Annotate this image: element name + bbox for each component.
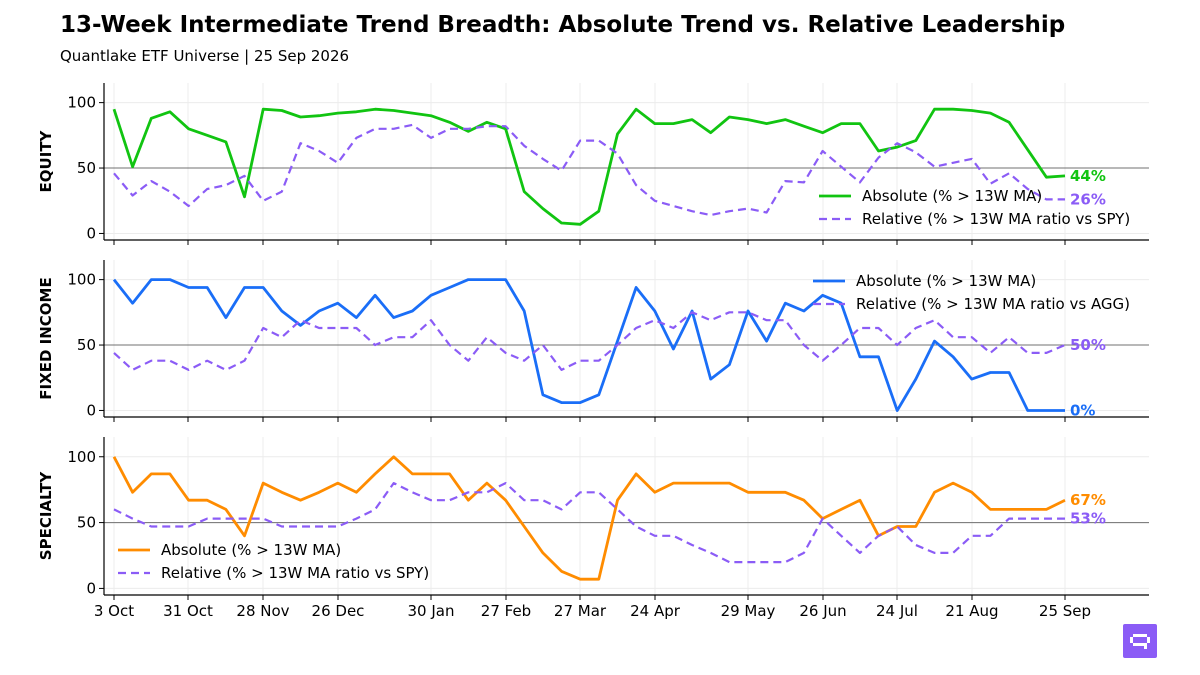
x-tick-label: 26 Dec — [312, 602, 365, 620]
panel-equity: 0 50 100 EQUITY 44% 26% Absolute (% > 13W MA) R… — [37, 83, 1149, 245]
panel-label: SPECIALTY — [37, 471, 55, 561]
end-value-label: 0% — [1070, 401, 1095, 419]
x-tick-label: 28 Nov — [236, 602, 289, 620]
x-tick-label: 3 Oct — [94, 602, 134, 620]
x-tick-label: 24 Apr — [630, 602, 681, 620]
legend-label: Relative (% > 13W MA ratio vs SPY) — [161, 564, 429, 582]
y-tick-label: 50 — [77, 514, 96, 532]
chart-title: 13-Week Intermediate Trend Breadth: Abso… — [60, 12, 1066, 38]
y-tick-label: 50 — [77, 336, 96, 354]
x-tick-label: 29 May — [721, 602, 776, 620]
panel-label: EQUITY — [37, 129, 55, 192]
series-line — [113, 482, 1065, 564]
x-tick-label: 27 Mar — [554, 602, 607, 620]
y-tick-label: 0 — [86, 579, 96, 597]
legend-label: Relative (% > 13W MA ratio vs AGG) — [856, 295, 1130, 313]
brand-logo — [1123, 624, 1157, 658]
y-tick-label: 100 — [67, 94, 96, 112]
chart-subtitle: Quantlake ETF Universe | 25 Sep 2026 — [60, 47, 350, 65]
series-line — [113, 311, 1066, 371]
x-tick-label: 31 Oct — [163, 602, 213, 620]
panel-fixed-income: 0 50 100 FIXED INCOME 0% 50% Absolute (% > 13W… — [37, 260, 1149, 422]
end-value-label: 26% — [1070, 190, 1106, 208]
y-tick-label: 0 — [86, 224, 96, 242]
legend: Absolute (% > 13W MA) Relative (% > 13W M… — [118, 541, 429, 582]
x-tick-label: 24 Jul — [876, 602, 918, 620]
y-tick-label: 100 — [67, 271, 96, 289]
legend: Absolute (% > 13W MA) Relative (% > 13W M… — [819, 187, 1130, 228]
legend-label: Absolute (% > 13W MA) — [862, 187, 1042, 205]
y-tick-label: 100 — [67, 448, 96, 466]
panel-specialty: 0 50 100 3 Oct 31 Oct 28 Nov 26 Dec 30 Jan 27 Fe… — [37, 437, 1149, 620]
x-tick-label: 30 Jan — [408, 602, 455, 620]
y-tick-label: 50 — [77, 159, 96, 177]
end-value-label: 53% — [1070, 510, 1106, 528]
y-tick-label: 0 — [86, 401, 96, 419]
end-value-label: 50% — [1070, 336, 1106, 354]
end-value-label: 44% — [1070, 167, 1106, 185]
panel-label: FIXED INCOME — [37, 277, 55, 399]
legend-label: Relative (% > 13W MA ratio vs SPY) — [862, 210, 1130, 228]
legend-label: Absolute (% > 13W MA) — [161, 541, 341, 559]
legend-label: Absolute (% > 13W MA) — [856, 272, 1036, 290]
x-tick-label: 27 Feb — [481, 602, 531, 620]
series-line — [113, 123, 1065, 217]
series-line — [112, 107, 1066, 226]
series-line — [112, 278, 1065, 412]
end-value-label: 67% — [1070, 491, 1106, 509]
series-line — [112, 455, 1066, 581]
x-tick-label: 26 Jun — [799, 602, 846, 620]
x-tick-label: 21 Aug — [945, 602, 998, 620]
legend: Absolute (% > 13W MA) Relative (% > 13W M… — [813, 272, 1130, 313]
x-tick-label: 25 Sep — [1039, 602, 1091, 620]
pixel-logo-icon — [1130, 634, 1150, 649]
